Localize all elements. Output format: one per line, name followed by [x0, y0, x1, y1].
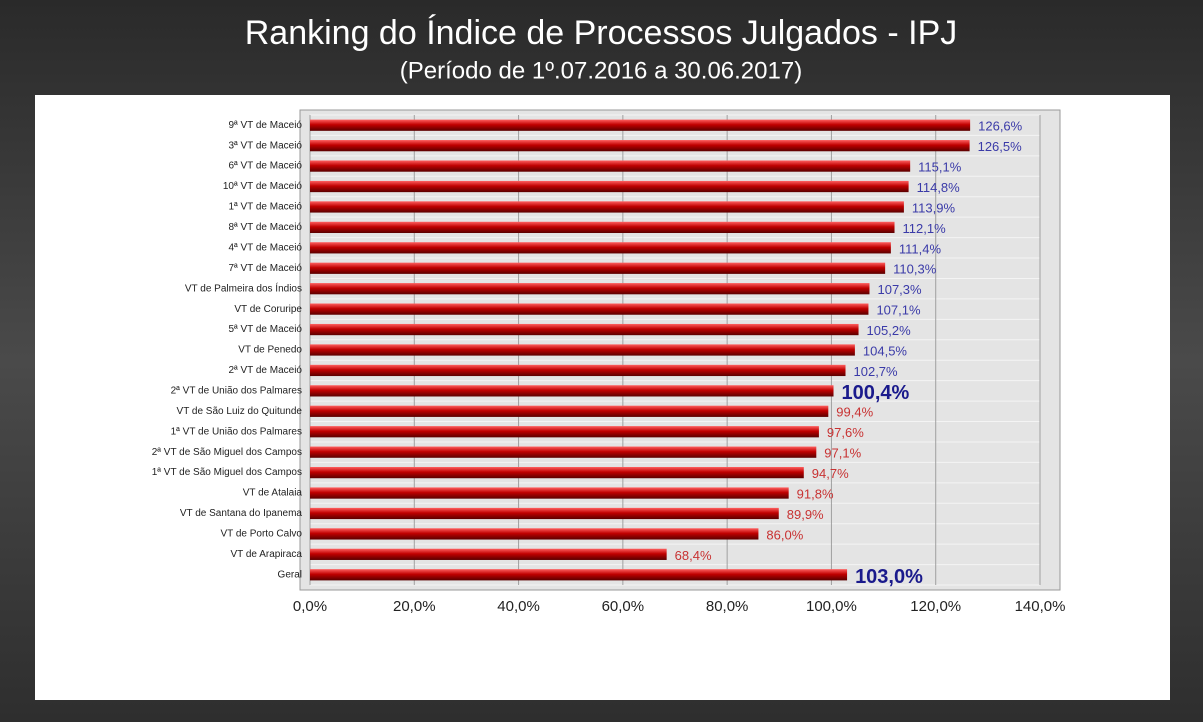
x-tick-label: 0,0%: [293, 598, 327, 615]
value-label: 103,0%: [855, 566, 923, 588]
y-tick-label: VT de Atalaia: [243, 488, 303, 499]
bar: [310, 221, 895, 234]
y-tick-label: 3ª VT de Maceió: [228, 140, 302, 151]
bar: [310, 487, 789, 499]
y-tick-label: 9ª VT de Maceió: [228, 120, 302, 131]
y-tick-label: VT de Coruripe: [234, 304, 302, 315]
bar: [310, 283, 870, 295]
y-tick-label: 8ª VT de Maceió: [228, 222, 302, 233]
bar: [310, 344, 855, 356]
bar: [310, 548, 667, 560]
bar: [310, 140, 970, 152]
x-tick-label: 40,0%: [497, 598, 540, 615]
y-tick-label: 7ª VT de Maceió: [228, 263, 302, 274]
value-label: 99,4%: [836, 405, 873, 420]
bar: [310, 119, 971, 131]
bar: [310, 446, 817, 458]
bar: [310, 364, 846, 377]
y-tick-label: VT de Porto Calvo: [220, 529, 302, 540]
value-label: 105,2%: [867, 323, 912, 338]
bar: [310, 303, 869, 315]
y-tick-label: Geral: [278, 569, 302, 580]
x-tick-label: 60,0%: [602, 598, 645, 615]
x-tick-label: 80,0%: [706, 598, 749, 615]
chart-title: Ranking do Índice de Processos Julgados …: [245, 14, 958, 52]
y-tick-label: 5ª VT de Maceió: [228, 324, 302, 335]
y-tick-label: VT de Penedo: [238, 345, 302, 356]
value-label: 68,4%: [675, 548, 712, 563]
bar: [310, 466, 804, 479]
y-tick-label: VT de São Luiz do Quitunde: [177, 406, 303, 417]
value-label: 111,4%: [899, 241, 942, 256]
value-label: 100,4%: [842, 382, 910, 404]
value-label: 94,7%: [812, 466, 849, 481]
x-tick-label: 100,0%: [806, 598, 857, 615]
value-label: 104,5%: [863, 343, 908, 358]
y-tick-label: VT de Arapiraca: [230, 549, 302, 560]
y-tick-label: 6ª VT de Maceió: [228, 161, 302, 172]
y-tick-label: 1ª VT de União dos Palmares: [171, 426, 302, 437]
bar: [310, 242, 891, 254]
bar: [310, 262, 886, 274]
y-tick-label: 1ª VT de São Miguel dos Campos: [152, 467, 302, 478]
value-label: 102,7%: [854, 364, 899, 379]
value-label: 114,8%: [917, 180, 961, 195]
bar: [310, 528, 759, 540]
x-tick-label: 140,0%: [1015, 598, 1066, 615]
value-label: 89,9%: [787, 507, 824, 522]
x-tick-label: 20,0%: [393, 598, 436, 615]
y-tick-label: VT de Palmeira dos Índios: [185, 281, 302, 294]
y-tick-label: 4ª VT de Maceió: [228, 242, 302, 253]
value-label: 91,8%: [797, 486, 834, 501]
value-label: 126,6%: [978, 119, 1023, 134]
bar: [310, 180, 909, 193]
y-tick-label: 2ª VT de União dos Palmares: [171, 386, 302, 397]
value-label: 115,1%: [918, 160, 962, 175]
value-label: 112,1%: [903, 221, 947, 236]
value-label: 107,3%: [877, 282, 922, 297]
bar: [310, 160, 911, 172]
value-label: 107,1%: [876, 303, 921, 318]
value-label: 97,6%: [827, 425, 864, 440]
bar: [310, 507, 779, 520]
bar: [310, 426, 819, 438]
value-label: 110,3%: [893, 262, 937, 277]
bar: [310, 405, 829, 417]
y-tick-label: 2ª VT de São Miguel dos Campos: [152, 447, 302, 458]
value-label: 97,1%: [824, 446, 861, 461]
chart-subtitle: (Período de 1º.07.2016 a 30.06.2017): [400, 57, 802, 84]
x-tick-label: 120,0%: [910, 598, 961, 615]
value-label: 86,0%: [766, 527, 803, 542]
y-tick-label: 10ª VT de Maceió: [223, 181, 303, 192]
bar: [310, 201, 904, 213]
y-tick-label: 1ª VT de Maceió: [228, 202, 302, 213]
bar: [310, 569, 848, 581]
y-tick-label: VT de Santana do Ipanema: [180, 508, 303, 519]
bar: [310, 385, 834, 397]
value-label: 126,5%: [978, 139, 1023, 154]
bar: [310, 323, 859, 336]
y-tick-label: 2ª VT de Maceió: [228, 365, 302, 376]
value-label: 113,9%: [912, 200, 956, 215]
